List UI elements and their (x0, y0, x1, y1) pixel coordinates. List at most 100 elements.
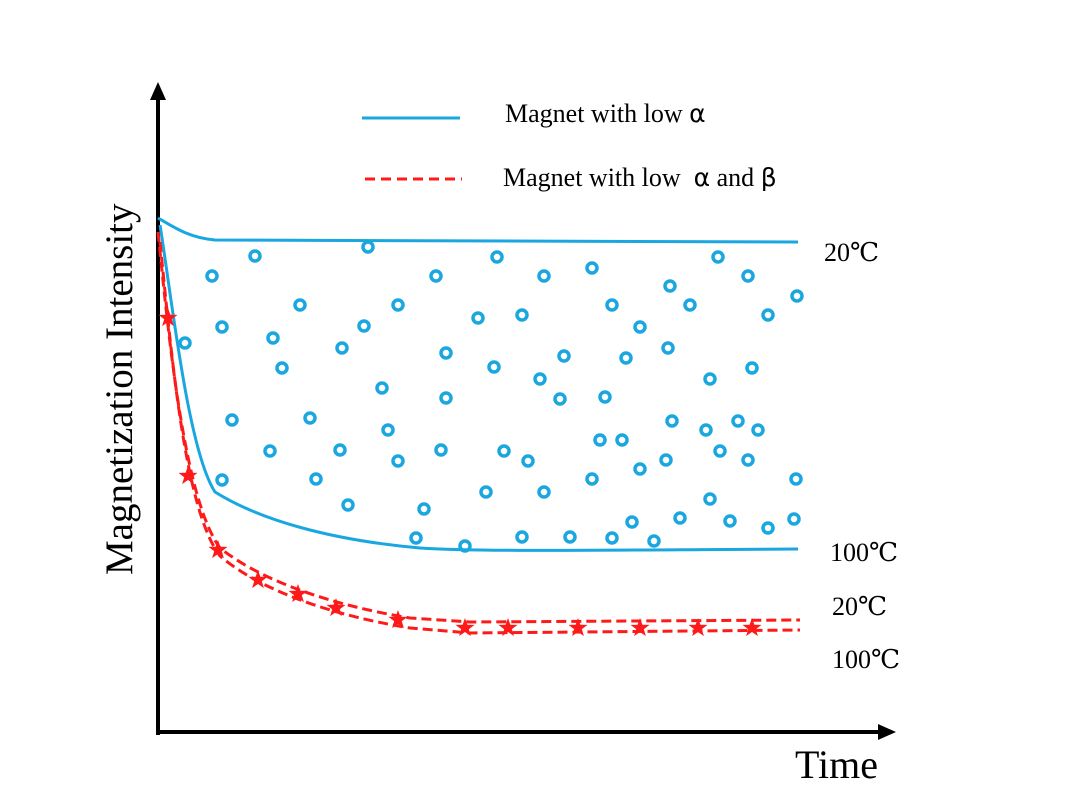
circle-marker (357, 319, 371, 333)
label-red-100c: 100℃ (832, 645, 901, 674)
y-axis (150, 82, 166, 735)
circle-marker (429, 269, 443, 283)
circle-marker (585, 472, 599, 486)
x-axis (156, 724, 896, 740)
circle-marker (471, 311, 485, 325)
y-axis-arrow-icon (150, 82, 166, 100)
legend-item-low-alpha: Magnet with low α (505, 101, 706, 127)
circle-marker (309, 472, 323, 486)
circle-marker (598, 390, 612, 404)
circle-marker (787, 512, 801, 526)
star-marker (388, 610, 408, 629)
star-marker (326, 598, 346, 617)
star-marker (178, 466, 198, 485)
circle-marker (293, 298, 307, 312)
circle-marker (751, 423, 765, 437)
circle-marker (557, 349, 571, 363)
circle-marker (703, 492, 717, 506)
circle-marker (553, 392, 567, 406)
circle-marker (275, 361, 289, 375)
circle-marker (225, 413, 239, 427)
circle-marker (741, 453, 755, 467)
star-marker (288, 584, 308, 603)
circle-marker (647, 534, 661, 548)
circle-marker (479, 485, 493, 499)
circle-marker (761, 308, 775, 322)
star-marker (630, 618, 650, 637)
circle-marker (745, 361, 759, 375)
circle-marker (439, 346, 453, 360)
circle-marker (615, 433, 629, 447)
alpha-symbol: α (689, 99, 706, 128)
legend-item-low-alpha-beta: Magnet with low α and β (503, 165, 777, 191)
alpha-symbol: α (693, 163, 711, 192)
circle-marker (665, 414, 679, 428)
circle-marker (761, 521, 775, 535)
star-marker (208, 540, 228, 559)
circle-marker (178, 336, 192, 350)
circle-marker (266, 331, 280, 345)
star-markers (158, 308, 762, 637)
circle-marker (563, 530, 577, 544)
circle-marker (335, 341, 349, 355)
label-blue-20c: 20℃ (824, 238, 880, 267)
curve-low-alpha-beta-100c (158, 241, 801, 635)
x-axis-arrow-icon (878, 724, 896, 740)
circle-marker (683, 298, 697, 312)
x-axis-label: Time (795, 742, 879, 787)
circle-marker (741, 269, 755, 283)
label-red-20c: 20℃ (832, 592, 888, 621)
circle-marker (361, 240, 375, 254)
circle-marker (633, 462, 647, 476)
circle-marker (497, 444, 511, 458)
curve-low-alpha-100c (158, 224, 799, 552)
circle-marker (490, 250, 504, 264)
circle-marker (789, 472, 803, 486)
star-marker (248, 570, 268, 589)
circle-marker (663, 279, 677, 293)
circle-marker (333, 443, 347, 457)
circle-marker (703, 372, 717, 386)
circle-marker (633, 320, 647, 334)
circle-marker (625, 515, 639, 529)
circle-marker (521, 454, 535, 468)
circle-marker (661, 341, 675, 355)
circle-marker (248, 249, 262, 263)
circle-marker (215, 320, 229, 334)
circle-marker (619, 351, 633, 365)
circle-marker (215, 473, 229, 487)
circle-marker (659, 453, 673, 467)
circle-marker (711, 250, 725, 264)
star-marker (742, 618, 762, 637)
circle-marker (381, 423, 395, 437)
circle-marker (487, 360, 501, 374)
curve-low-alpha-20c (157, 216, 799, 244)
circle-marker (731, 414, 745, 428)
circle-marker (417, 502, 431, 516)
legend-label-suffix: and (710, 163, 761, 192)
star-marker (568, 618, 588, 637)
circle-marker (205, 269, 219, 283)
circle-marker (605, 298, 619, 312)
circle-marker (409, 531, 423, 545)
legend-label: Magnet with low (503, 163, 694, 192)
star-marker (455, 618, 475, 637)
circle-marker (533, 372, 547, 386)
circle-marker (341, 498, 355, 512)
circle-marker (375, 381, 389, 395)
star-marker (688, 618, 708, 637)
circle-marker (673, 511, 687, 525)
circle-marker (303, 411, 317, 425)
circle-marker (458, 539, 472, 553)
circle-marker (391, 454, 405, 468)
circle-marker (585, 261, 599, 275)
circle-marker (537, 485, 551, 499)
circle-marker (263, 444, 277, 458)
circle-marker (605, 531, 619, 545)
circle-marker (699, 423, 713, 437)
circle-marker (723, 514, 737, 528)
circle-marker (434, 443, 448, 457)
circle-marker (713, 444, 727, 458)
scatter-region (178, 240, 804, 553)
